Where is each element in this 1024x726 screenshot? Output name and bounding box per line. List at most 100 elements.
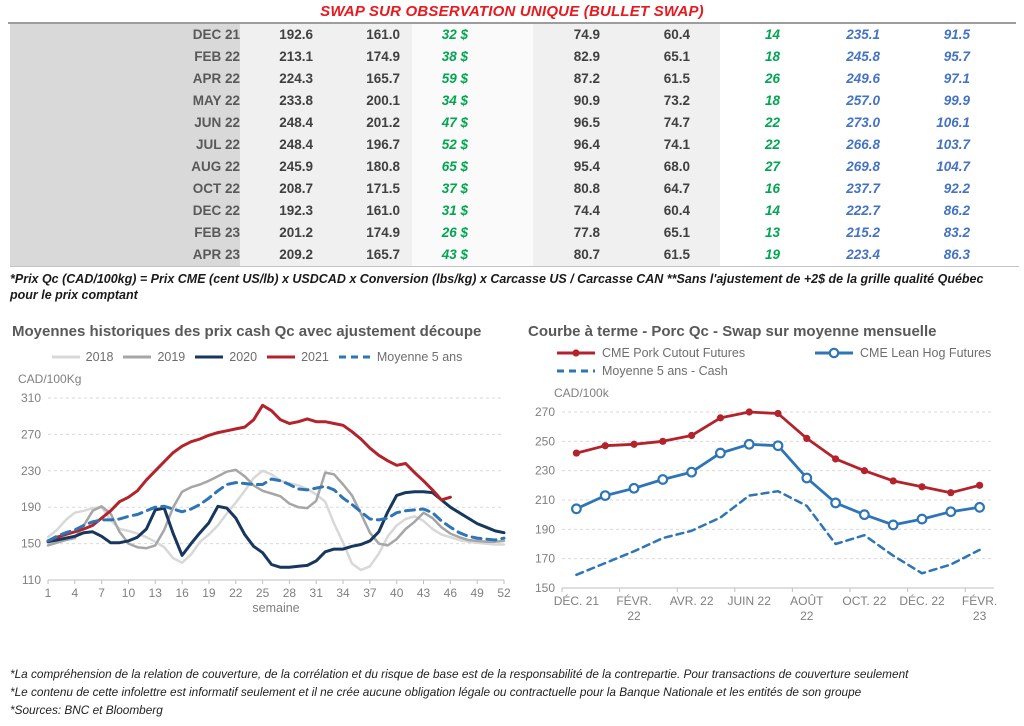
cell-v1: 213.1 — [240, 46, 320, 68]
cell-v2: 180.8 — [320, 156, 412, 178]
cell-month: APR 22 — [10, 68, 240, 90]
cell-v1: 245.9 — [240, 156, 320, 178]
cell-basis: 43 $ — [412, 244, 472, 266]
svg-text:4: 4 — [71, 586, 78, 600]
cell-spacer — [472, 112, 533, 134]
cell-v7: 86.2 — [943, 203, 970, 218]
cell-v2: 174.9 — [320, 46, 412, 68]
cell-v7: 83.2 — [943, 225, 970, 240]
svg-text:1: 1 — [45, 586, 52, 600]
cell-spacer — [972, 90, 1014, 112]
cell-v5: 18 — [764, 49, 780, 64]
cell-spacer — [472, 24, 533, 46]
legend-swatch-lean-hog — [815, 347, 853, 358]
cell-v5: 16 — [764, 181, 780, 196]
cell-v7: 99.9 — [943, 93, 970, 108]
cell-basis: 32 $ — [412, 24, 472, 46]
sources-line: *Sources: BNC et Bloomberg — [10, 703, 163, 718]
legend-swatch-moyenne-cash — [557, 369, 595, 372]
cell-v1: 224.3 — [240, 68, 320, 90]
svg-text:19: 19 — [202, 586, 216, 600]
cell-v5: 26 — [764, 71, 780, 86]
title-divider — [8, 22, 1016, 24]
svg-text:7: 7 — [98, 586, 105, 600]
cell-spacer — [972, 222, 1014, 244]
legend-item-pork-cutout: CME Pork Cutout Futures — [556, 346, 814, 360]
cell-v1: 233.8 — [240, 90, 320, 112]
cell-v6: 269.8 — [846, 159, 880, 174]
cell-spacer — [472, 156, 533, 178]
cell-v5: 14 — [764, 203, 780, 218]
cell-v3: 87.2 — [533, 68, 610, 90]
cell-basis: 59 $ — [412, 68, 472, 90]
cell-v6: 266.8 — [846, 137, 880, 152]
legend-swatch-2021 — [267, 355, 296, 358]
legend-item-moyenne-5-ans: Moyenne 5 ans — [338, 350, 462, 364]
cell-v5: 14 — [764, 27, 780, 42]
legend-swatch-pork-cutout — [557, 348, 595, 357]
cell-v4: 61.5 — [610, 68, 720, 90]
cell-v6: 235.1 — [846, 27, 880, 42]
cell-month: JUL 22 — [10, 134, 240, 156]
cell-spacer — [972, 200, 1014, 222]
cell-v7: 95.7 — [943, 49, 970, 64]
cell-spacer — [472, 134, 533, 156]
cell-basis: 47 $ — [412, 112, 472, 134]
cell-v5: 19 — [764, 247, 780, 262]
cell-spacer — [972, 178, 1014, 200]
svg-text:OCT. 22: OCT. 22 — [842, 594, 886, 608]
legend-swatch-2019 — [123, 355, 152, 358]
cell-v4: 60.4 — [610, 200, 720, 222]
cell-v7: 106.1 — [936, 115, 970, 130]
cell-v3: 77.8 — [533, 222, 610, 244]
disclaimer-footer: *La compréhension de la relation de couv… — [10, 665, 1014, 720]
cell-v6: 257.0 — [846, 93, 880, 108]
legend-label-2020: 2020 — [229, 349, 258, 364]
cell-spacer — [972, 24, 1014, 46]
legend-label-pork-cutout: CME Pork Cutout Futures — [602, 345, 746, 360]
legend-label-2019: 2019 — [157, 349, 186, 364]
cell-basis: 26 $ — [412, 222, 472, 244]
cell-v1: 248.4 — [240, 134, 320, 156]
legend-label-moyenne-cash: Moyenne 5 ans - Cash — [602, 363, 728, 378]
cell-spacer — [472, 46, 533, 68]
cell-month: DEC 22 — [10, 200, 240, 222]
cell-v6: 215.2 — [846, 225, 880, 240]
cell-v2: 196.7 — [320, 134, 412, 156]
svg-text:DÉC. 21: DÉC. 21 — [554, 593, 600, 608]
cell-v2: 161.0 — [320, 200, 412, 222]
svg-text:25: 25 — [256, 586, 270, 600]
cell-month: OCT 22 — [10, 178, 240, 200]
legend-label-2018: 2018 — [85, 349, 114, 364]
cell-month: DEC 21 — [10, 24, 240, 46]
cell-month: AUG 22 — [10, 156, 240, 178]
cell-basis: 65 $ — [412, 156, 472, 178]
cell-spacer — [972, 134, 1014, 156]
cell-v1: 192.3 — [240, 200, 320, 222]
svg-text:170: 170 — [535, 551, 555, 565]
cell-v1: 208.7 — [240, 178, 320, 200]
cell-spacer — [472, 68, 533, 90]
page-title: SWAP SUR OBSERVATION UNIQUE (BULLET SWAP… — [320, 3, 704, 20]
price-formula-footnote: *Prix Qc (CAD/100kg) = Prix CME (cent US… — [10, 272, 984, 303]
cell-v7: 97.1 — [943, 71, 970, 86]
cell-month: APR 23 — [10, 244, 240, 266]
cell-v3: 95.4 — [533, 156, 610, 178]
cell-spacer — [972, 46, 1014, 68]
cell-v4: 68.0 — [610, 156, 720, 178]
svg-text:190: 190 — [21, 500, 41, 514]
cell-v2: 174.9 — [320, 222, 412, 244]
svg-text:37: 37 — [363, 586, 377, 600]
forward-curve-title: Courbe à terme - Porc Qc - Swap sur moye… — [528, 322, 937, 340]
cell-v5: 22 — [764, 115, 780, 130]
svg-text:270: 270 — [21, 427, 41, 441]
cell-v7: 92.2 — [943, 181, 970, 196]
svg-text:150: 150 — [21, 536, 41, 550]
cell-v6: 237.7 — [846, 181, 880, 196]
cell-v4: 65.1 — [610, 222, 720, 244]
cell-spacer — [972, 112, 1014, 134]
legend-item-lean-hog: CME Lean Hog Futures — [814, 346, 1020, 360]
svg-text:FÉVR.: FÉVR. — [616, 593, 651, 608]
svg-text:250: 250 — [535, 434, 555, 448]
